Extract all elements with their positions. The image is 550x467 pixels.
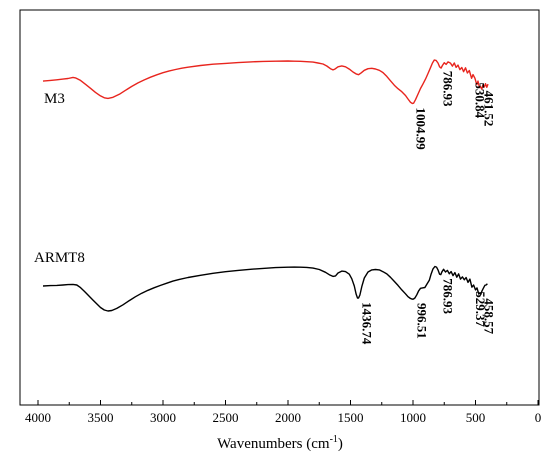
peak-label: 530.84 [473, 82, 488, 118]
peak-label: 529.37 [473, 291, 488, 327]
peak-label: 1004.99 [413, 108, 428, 151]
series-line-armt8 [42, 265, 488, 312]
peak-label: 458.57 [482, 298, 497, 334]
x-tick-label: 500 [466, 410, 486, 425]
series-label-m3: M3 [44, 91, 65, 107]
series-label-armt8: ARMT8 [34, 250, 85, 266]
x-axis-title: Wavenumbers (cm-1) [217, 434, 343, 452]
peak-label: 1436.74 [359, 302, 374, 345]
x-tick-label: 3000 [150, 410, 176, 425]
x-tick-label: 1000 [400, 410, 426, 425]
peak-label: 461.52 [481, 91, 496, 127]
x-tick-label: 4000 [25, 410, 51, 425]
peak-label: 786.93 [441, 71, 456, 107]
x-tick-label: 1500 [338, 410, 364, 425]
x-axis-ticks: 4000 3500 3000 2500 2000 1500 1000 500 0 [25, 400, 541, 425]
peak-label: 786.93 [441, 278, 456, 314]
series-layer: M3 ARMT8 [34, 59, 489, 312]
peak-label: 996.51 [414, 303, 429, 339]
x-tick-label: 2000 [275, 410, 301, 425]
x-tick-label: 3500 [88, 410, 114, 425]
series-line-m3 [42, 59, 489, 105]
x-tick-label: 2500 [213, 410, 239, 425]
plot-frame [19, 9, 540, 406]
x-tick-label: 0 [535, 410, 542, 425]
